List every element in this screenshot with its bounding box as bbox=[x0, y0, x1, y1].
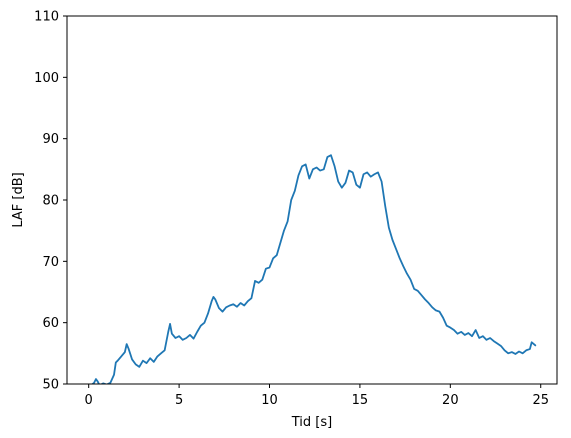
y-tick-label: 90 bbox=[42, 132, 59, 147]
plot-layer bbox=[91, 154, 537, 384]
series-line-1 bbox=[91, 154, 537, 384]
x-tick-label: 20 bbox=[442, 393, 459, 408]
y-tick-label: 70 bbox=[42, 255, 59, 270]
y-tick-label: 50 bbox=[42, 378, 59, 393]
y-tick-label: 80 bbox=[42, 194, 59, 209]
x-tick-label: 15 bbox=[352, 393, 369, 408]
y-tick-label: 100 bbox=[34, 71, 59, 86]
axis-layer: 0 5 10 15 20 25 50 60 70 80 90 100 110 bbox=[34, 10, 549, 409]
y-axis-label: LAF [dB] bbox=[11, 172, 26, 227]
y-tick-label: 110 bbox=[34, 10, 59, 25]
x-tick-label: 10 bbox=[261, 393, 278, 408]
y-tick-label: 60 bbox=[42, 316, 59, 331]
x-tick-label: 25 bbox=[532, 393, 549, 408]
axes-frame bbox=[66, 15, 558, 385]
x-tick-label: 5 bbox=[175, 393, 183, 408]
x-tick-label: 0 bbox=[85, 393, 93, 408]
x-axis-label: Tid [s] bbox=[291, 415, 332, 430]
